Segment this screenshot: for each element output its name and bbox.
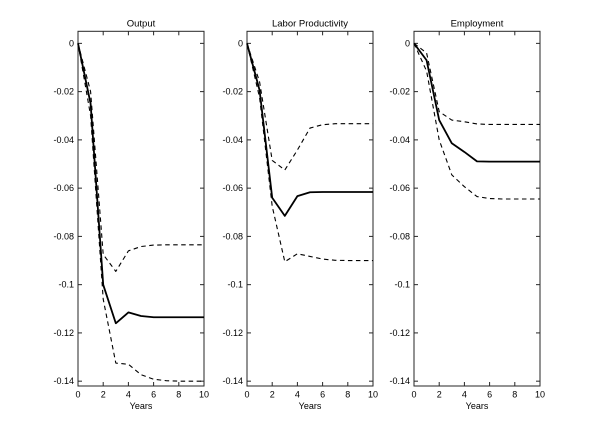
x-tick-label: 10	[368, 390, 378, 400]
y-tick-label: -0.12	[53, 328, 74, 338]
x-tick-label: 0	[244, 390, 249, 400]
x-tick-label: 8	[176, 390, 181, 400]
y-tick-label: -0.08	[389, 231, 410, 241]
x-tick-label: 6	[151, 390, 156, 400]
panel-output: 0-0.02-0.04-0.06-0.08-0.1-0.12-0.140 2 4 6 8…	[53, 19, 209, 412]
y-tick-label: -0.1	[394, 280, 410, 290]
upper-confidence-band-line	[246, 43, 373, 171]
panel-labor-productivity: 0-0.02-0.04-0.06-0.08-0.1-0.12-0.140 2 4 6 8…	[222, 19, 378, 412]
y-tick-label: -0.06	[53, 183, 74, 193]
y-tick-label: -0.1	[58, 280, 74, 290]
x-axis-label: Years	[299, 401, 322, 411]
y-tick-label: -0.04	[53, 135, 74, 145]
y-tick-label: -0.06	[389, 183, 410, 193]
axes-box	[413, 30, 541, 387]
x-axis-label: Years	[466, 401, 489, 411]
x-tick-label: 4	[462, 390, 467, 400]
y-tick-label: -0.12	[389, 328, 410, 338]
y-tick-label: -0.02	[222, 87, 243, 97]
x-tick-label: 4	[126, 390, 131, 400]
y-tick-label: -0.14	[222, 376, 243, 386]
y-tick-label: -0.1	[227, 280, 243, 290]
x-tick-label: 8	[512, 390, 517, 400]
y-tick-label: -0.08	[53, 231, 74, 241]
y-tick-label: -0.08	[222, 231, 243, 241]
x-tick-label: 6	[320, 390, 325, 400]
x-tick-label: 4	[295, 390, 300, 400]
y-tick-label: -0.02	[53, 87, 74, 97]
y-tick-label: -0.12	[222, 328, 243, 338]
point-estimate-line	[246, 43, 373, 217]
x-tick-label: 10	[535, 390, 545, 400]
x-tick-label: 2	[101, 390, 106, 400]
axes-box	[246, 30, 374, 387]
lower-confidence-band-line	[413, 43, 540, 200]
y-tick-label: 0	[69, 38, 74, 48]
lower-confidence-band-line	[246, 43, 373, 263]
upper-confidence-band-line	[413, 42, 540, 125]
x-tick-label: 0	[411, 390, 416, 400]
y-tick-label: -0.02	[389, 87, 410, 97]
point-estimate-line	[77, 43, 204, 325]
panel-employment: 0-0.02-0.04-0.06-0.08-0.1-0.12-0.140 2 4 6 8…	[389, 19, 545, 412]
x-tick-label: 10	[199, 390, 209, 400]
x-tick-label: 2	[437, 390, 442, 400]
y-tick-label: -0.06	[222, 183, 243, 193]
x-tick-label: 2	[270, 390, 275, 400]
x-axis-label: Years	[130, 401, 153, 411]
y-tick-label: 0	[238, 38, 243, 48]
lower-confidence-band-line	[77, 43, 204, 382]
y-tick-label: -0.04	[389, 135, 410, 145]
panel-title: Employment	[451, 19, 504, 30]
x-tick-label: 8	[345, 390, 350, 400]
panel-title: Labor Productivity	[272, 19, 348, 30]
point-estimate-line	[413, 42, 540, 163]
x-tick-label: 0	[75, 390, 80, 400]
x-tick-label: 6	[487, 390, 492, 400]
y-tick-label: 0	[405, 38, 410, 48]
upper-confidence-band-line	[77, 43, 204, 272]
axes-box	[77, 30, 205, 387]
panel-title: Output	[127, 19, 156, 30]
y-tick-label: -0.14	[53, 376, 74, 386]
y-tick-label: -0.14	[389, 376, 410, 386]
y-tick-label: -0.04	[222, 135, 243, 145]
